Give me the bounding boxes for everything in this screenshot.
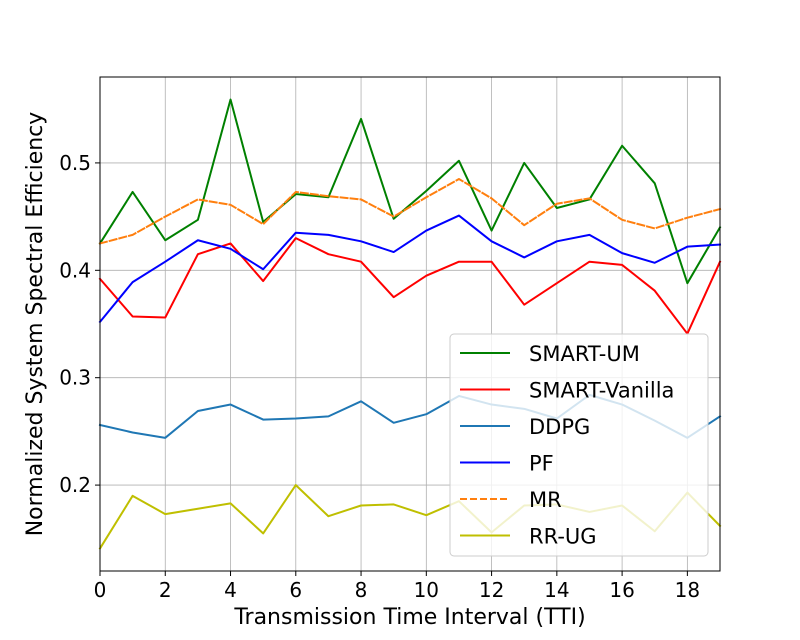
legend-box bbox=[449, 333, 709, 557]
x-tick-label: 4 bbox=[224, 578, 237, 602]
y-axis-label: Normalized System Spectral Efficiency bbox=[23, 112, 48, 537]
y-tick-label: 0.4 bbox=[59, 258, 91, 282]
x-tick-label: 10 bbox=[414, 578, 439, 602]
legend-label: SMART-Vanilla bbox=[529, 379, 674, 403]
x-axis-label: Transmission Time Interval (TTI) bbox=[233, 605, 585, 630]
legend-label: PF bbox=[529, 452, 554, 476]
y-tick-label: 0.2 bbox=[59, 473, 91, 497]
legend-label: MR bbox=[529, 488, 562, 512]
x-tick-label: 2 bbox=[159, 578, 172, 602]
series-line-pf bbox=[98, 214, 722, 324]
grid bbox=[99, 77, 720, 571]
x-tick-label: 8 bbox=[355, 578, 368, 602]
legend-label: SMART-UM bbox=[529, 342, 640, 366]
x-tick-label: 16 bbox=[609, 578, 634, 602]
series-line-smart-vanilla bbox=[98, 237, 722, 335]
y-tick-label: 0.5 bbox=[59, 151, 91, 175]
x-tick-label: 6 bbox=[289, 578, 302, 602]
x-tick-label: 12 bbox=[479, 578, 504, 602]
series-lines bbox=[98, 98, 722, 550]
legend-label: RR-UG bbox=[529, 525, 597, 549]
x-tick-label: 0 bbox=[94, 578, 107, 602]
x-tick-label: 18 bbox=[675, 578, 700, 602]
legend-label: DDPG bbox=[529, 415, 590, 439]
axis-ticks: 0 2 4 6 8 10 12 14 16 18 0.2 0.3 0.4 0.5 bbox=[59, 151, 700, 602]
series-line-mr bbox=[98, 178, 722, 245]
plot-frame bbox=[99, 76, 721, 572]
y-tick-label: 0.3 bbox=[59, 366, 91, 390]
x-tick-label: 14 bbox=[544, 578, 569, 602]
legend: SMART-UM SMART-Vanilla DDPG PF MR RR-UG bbox=[449, 333, 709, 557]
series-line-smart-um bbox=[98, 98, 722, 285]
